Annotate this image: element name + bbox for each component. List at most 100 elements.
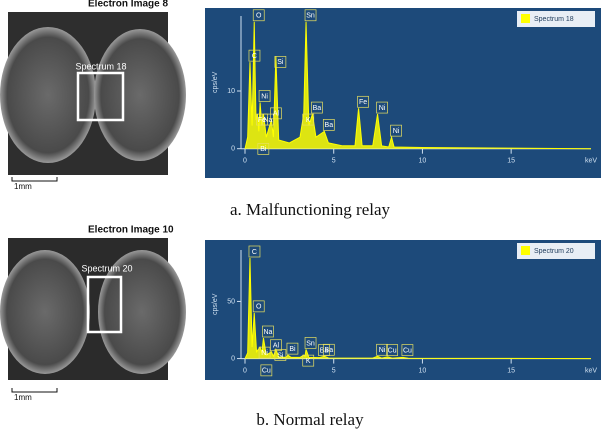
peak-label-box: [260, 364, 273, 377]
x-axis-label: keV: [585, 158, 597, 165]
peak-label-box: [274, 349, 287, 361]
scale-label: 1mm: [14, 393, 32, 402]
peak-label-box: [322, 119, 335, 131]
spectrum-line: [244, 21, 592, 150]
legend-box: [517, 11, 595, 27]
peak-label-box: [258, 90, 271, 102]
x-tick-label: 0: [243, 367, 247, 374]
peak-label-box: [248, 49, 261, 62]
peak-label-box: [274, 56, 287, 68]
scale-label: 1mm: [14, 182, 32, 191]
peak-label: Cu: [388, 347, 397, 354]
peak-label-box: [270, 107, 282, 120]
peak-label: Sn: [306, 340, 315, 347]
region-label: Spectrum 18: [75, 61, 126, 71]
peak-label: Ni: [261, 93, 268, 100]
peak-label-box: [304, 337, 317, 349]
peak-label-box: [256, 113, 268, 126]
peak-label-box: [386, 344, 399, 356]
peak-label: K: [306, 117, 311, 124]
peak-label-box: [252, 9, 265, 22]
peak-label-box: [258, 346, 271, 359]
peak-label: Al: [273, 343, 280, 350]
scale-bar: [11, 177, 58, 182]
y-tick-label: 50: [227, 298, 235, 305]
contact: [0, 27, 96, 163]
peak-label-box: [376, 101, 388, 114]
peak-label: O: [256, 304, 262, 311]
peak-label: Al: [273, 111, 280, 118]
peak-label: Ba: [320, 347, 329, 354]
peak-label: Fe: [359, 99, 367, 106]
y-tick-label: 10: [227, 88, 235, 95]
x-tick-label: 5: [332, 158, 336, 165]
peak-label-box: [257, 143, 270, 155]
y-tick-label: 0: [231, 355, 235, 362]
peak-label: O: [256, 13, 262, 20]
peak-label-box: [304, 9, 317, 22]
peak-label: Ni: [379, 347, 386, 354]
x-tick-label: 0: [243, 158, 247, 165]
caption: b. Normal relay: [256, 410, 364, 429]
peak-label: Fe: [258, 117, 266, 124]
peak-label: K: [306, 358, 311, 365]
peak-label-box: [262, 325, 274, 338]
x-axis-label: keV: [585, 367, 597, 374]
image-title: Electron Image 10: [88, 225, 174, 236]
y-axis-label: cps/eV: [212, 71, 219, 93]
peak-label-box: [262, 113, 274, 126]
peak-label-box: [270, 339, 282, 352]
scale-bar: [11, 388, 58, 393]
peak-label-box: [248, 245, 261, 258]
peak-label-box: [357, 95, 369, 108]
peak-label-box: [322, 343, 335, 356]
peak-label: Si: [277, 352, 284, 359]
region-box: [86, 275, 123, 334]
spectrum-line: [244, 257, 592, 360]
peak-label: Ni: [393, 128, 400, 135]
x-tick-label: 15: [507, 367, 515, 374]
legend-swatch: [521, 14, 530, 23]
x-tick-label: 10: [419, 158, 427, 165]
peak-label-box: [311, 101, 323, 114]
peak-label: Si: [277, 59, 284, 66]
region-label: Spectrum 20: [81, 263, 132, 273]
peak-label: Ba: [325, 347, 334, 354]
peak-label: Na: [263, 117, 272, 124]
peak-label: Ni: [379, 105, 386, 112]
y-tick-label: 0: [231, 146, 235, 153]
x-tick-label: 10: [419, 367, 427, 374]
y-axis-label: cps/eV: [212, 293, 219, 315]
plot-background: [205, 8, 601, 178]
contact: [94, 29, 186, 161]
peak-label: Ba: [325, 122, 334, 129]
peak-label: C: [252, 249, 257, 256]
peak-label-box: [401, 344, 414, 356]
legend-label: Spectrum 20: [534, 248, 574, 255]
peak-label: Na: [263, 329, 272, 336]
peak-label: C: [252, 53, 257, 60]
peak-label-box: [302, 354, 315, 367]
peak-label: Cu: [262, 368, 271, 375]
legend-swatch: [521, 246, 530, 255]
region-box: [76, 71, 125, 122]
peak-label: Sn: [306, 13, 315, 20]
contact: [0, 250, 90, 374]
peak-label-box: [376, 343, 388, 356]
x-tick-label: 15: [507, 158, 515, 165]
peak-label-box: [286, 342, 299, 355]
peak-label: Bi: [289, 346, 296, 353]
peak-label-box: [390, 124, 402, 137]
image-title: Electron Image 8: [88, 0, 168, 10]
peak-label: Ba: [313, 105, 322, 112]
caption: a. Malfunctioning relay: [230, 200, 391, 219]
peak-label-box: [302, 113, 315, 126]
x-tick-label: 5: [332, 367, 336, 374]
peak-label: Cu: [403, 347, 412, 354]
legend-label: Spectrum 18: [534, 16, 574, 23]
peak-label-box: [252, 300, 265, 313]
peak-label: Bi: [260, 146, 267, 153]
legend-box: [517, 243, 595, 259]
